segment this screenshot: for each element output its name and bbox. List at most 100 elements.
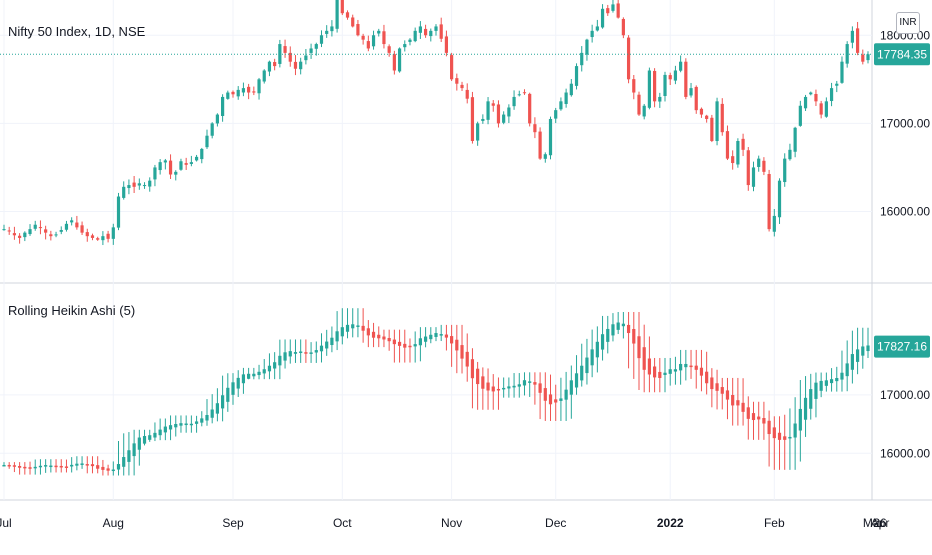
- ha-body: [184, 423, 188, 426]
- ha-body: [840, 372, 844, 380]
- ha-body: [595, 341, 599, 358]
- candle-body: [371, 35, 376, 47]
- indicator-y-tick-label: 16000.00: [880, 446, 930, 460]
- candle-body: [75, 222, 79, 228]
- ha-body: [299, 351, 303, 353]
- candle-body: [283, 46, 287, 53]
- candle-body: [231, 91, 235, 95]
- ha-body: [18, 465, 22, 468]
- candle-body: [273, 62, 277, 67]
- candle-body: [689, 88, 693, 96]
- candle-body: [736, 141, 740, 165]
- candle-body: [465, 89, 469, 99]
- ha-body: [845, 363, 849, 377]
- candle-body: [111, 227, 115, 239]
- ha-body: [215, 403, 219, 414]
- candle-body: [548, 118, 553, 156]
- ha-body: [616, 322, 620, 330]
- candle-body: [366, 41, 370, 49]
- candle-body: [715, 101, 719, 142]
- candle-body: [168, 160, 173, 175]
- ha-body: [554, 399, 558, 403]
- ha-body: [356, 325, 360, 327]
- candle-body: [444, 36, 449, 53]
- ha-body: [153, 432, 157, 438]
- ha-body: [283, 352, 287, 361]
- candle-body: [189, 162, 193, 164]
- candle-body: [668, 75, 672, 80]
- last-price-label: 17784.35: [877, 47, 927, 61]
- ha-body: [158, 429, 162, 436]
- candle-body: [585, 39, 589, 55]
- candle-body: [148, 180, 152, 187]
- candle-body: [38, 227, 43, 229]
- ha-body: [715, 383, 719, 391]
- ha-body: [585, 357, 589, 374]
- candle-body: [757, 158, 761, 167]
- candle-body: [772, 215, 776, 232]
- ha-body: [720, 387, 724, 394]
- x-tick-label: Sep: [222, 516, 244, 530]
- candle-body: [314, 44, 318, 49]
- ha-body: [679, 363, 683, 371]
- ha-body: [361, 325, 365, 331]
- candle-body: [496, 104, 501, 124]
- candle-body: [569, 83, 573, 96]
- ha-body: [28, 467, 32, 469]
- candle-body: [793, 127, 797, 152]
- candle-body: [132, 182, 136, 187]
- candle-body: [684, 61, 688, 97]
- candle-body: [335, 0, 339, 29]
- candle-body: [106, 233, 110, 239]
- ha-body: [288, 351, 292, 357]
- x-tick-label: Aug: [103, 516, 124, 530]
- ha-body: [59, 465, 63, 468]
- x-tick-label: Oct: [333, 516, 352, 530]
- candle-body: [663, 74, 667, 97]
- ha-body: [626, 324, 631, 334]
- candle-body: [215, 114, 219, 124]
- ha-body: [273, 362, 277, 369]
- ha-body: [163, 426, 167, 433]
- candle-body: [423, 28, 428, 36]
- candle-body: [600, 8, 605, 28]
- ha-body: [403, 343, 407, 348]
- candle-body: [252, 91, 256, 93]
- candle-body: [137, 183, 141, 186]
- ha-body: [465, 351, 469, 367]
- ha-body: [85, 464, 89, 466]
- ha-body: [345, 324, 350, 332]
- candle-body: [632, 79, 636, 93]
- ha-body: [80, 463, 84, 465]
- ha-body: [314, 350, 318, 353]
- candle-body: [543, 154, 547, 159]
- candle-body: [247, 86, 251, 93]
- candle-body: [517, 94, 521, 96]
- ha-body: [574, 373, 579, 388]
- candle-body: [606, 8, 610, 14]
- ha-body: [762, 417, 766, 424]
- ha-body: [522, 380, 527, 386]
- candle-body: [855, 28, 860, 53]
- ha-body: [200, 418, 204, 423]
- currency-badge[interactable]: INR: [896, 12, 920, 34]
- candle-body: [554, 110, 558, 119]
- candle-body: [580, 52, 584, 66]
- x-tick-label: Jul: [0, 516, 12, 530]
- ha-body: [564, 389, 568, 400]
- candle-body: [564, 92, 568, 104]
- ha-body: [226, 387, 230, 402]
- ha-body: [741, 402, 745, 412]
- ha-body: [371, 331, 376, 338]
- ha-body: [413, 344, 417, 347]
- candle-body: [319, 35, 324, 44]
- candle-body: [533, 124, 537, 133]
- candle-body: [762, 160, 766, 172]
- candle-body: [798, 105, 802, 126]
- candle-body: [356, 24, 360, 36]
- candle-body: [590, 30, 594, 38]
- ha-body: [705, 371, 709, 384]
- ha-body: [111, 469, 115, 472]
- ha-body: [637, 336, 641, 359]
- ha-body: [481, 376, 485, 389]
